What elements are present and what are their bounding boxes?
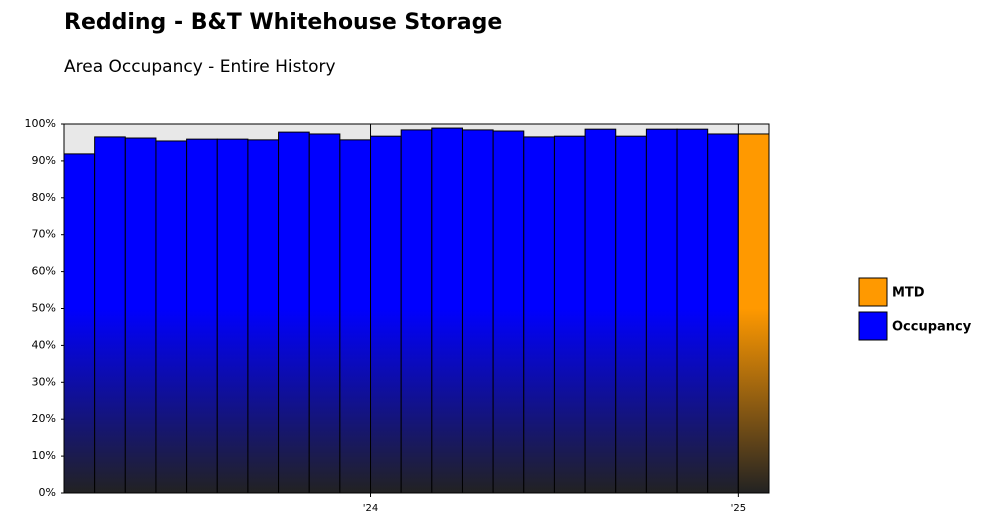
bar <box>155 140 188 494</box>
bar <box>186 138 218 494</box>
legend-label: MTD <box>892 286 925 301</box>
bar <box>492 130 525 494</box>
bar <box>615 135 647 494</box>
bar <box>247 139 280 494</box>
legend-swatch <box>858 311 888 341</box>
y-tick-label: 0% <box>39 486 56 499</box>
bar <box>370 135 402 494</box>
bar <box>584 128 617 494</box>
y-tick-label: 40% <box>32 338 56 351</box>
bar <box>278 131 310 494</box>
y-tick-label: 30% <box>32 375 56 388</box>
legend-label: Occupancy <box>892 320 972 335</box>
y-tick-label: 80% <box>32 191 56 204</box>
bar <box>707 133 739 494</box>
bar <box>737 133 770 494</box>
bar <box>523 136 555 494</box>
bar <box>63 153 96 494</box>
bar <box>308 133 341 494</box>
chart-title: Redding - B&T Whitehouse Storage <box>64 10 502 35</box>
y-tick-label: 20% <box>32 412 56 425</box>
bar <box>553 135 586 494</box>
bar <box>461 129 494 494</box>
bar <box>431 127 463 494</box>
bar <box>400 129 433 494</box>
y-tick-label: 90% <box>32 154 56 167</box>
bar <box>339 139 372 494</box>
bar <box>645 128 678 494</box>
x-tick-label: '24 <box>363 503 378 514</box>
bar <box>94 136 126 494</box>
bar <box>676 128 709 494</box>
y-tick-label: 10% <box>32 449 56 462</box>
bar <box>124 137 157 494</box>
y-tick-label: 60% <box>32 265 56 278</box>
chart-subtitle: Area Occupancy - Entire History <box>64 57 336 77</box>
y-tick-label: 70% <box>32 228 56 241</box>
legend-swatch <box>858 277 888 307</box>
y-tick-label: 50% <box>32 302 56 315</box>
y-tick-label: 100% <box>25 117 56 130</box>
bar <box>216 138 249 494</box>
x-tick-label: '25 <box>731 503 746 514</box>
